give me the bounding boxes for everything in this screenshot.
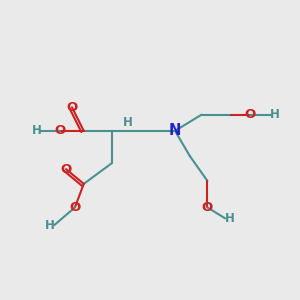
Text: O: O — [69, 201, 80, 214]
Text: H: H — [270, 108, 280, 121]
Text: O: O — [202, 201, 213, 214]
Text: O: O — [61, 163, 72, 176]
Text: H: H — [123, 116, 133, 128]
Text: N: N — [169, 123, 181, 138]
Text: O: O — [66, 101, 78, 114]
Text: O: O — [244, 108, 256, 121]
Text: H: H — [32, 124, 42, 137]
Text: H: H — [45, 219, 55, 232]
Text: H: H — [225, 212, 234, 225]
Text: O: O — [55, 124, 66, 137]
